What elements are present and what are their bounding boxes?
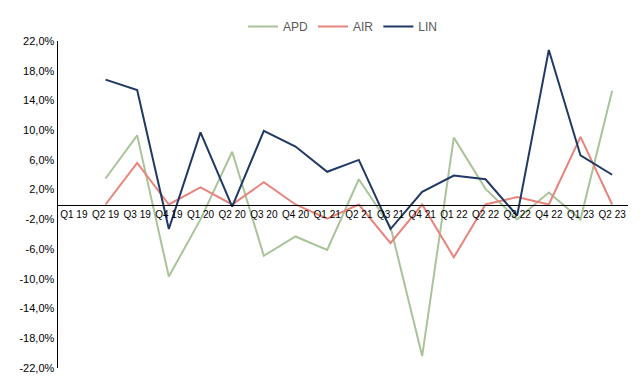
svg-text:Q3 20: Q3 20: [250, 209, 278, 220]
svg-text:Q4 20: Q4 20: [282, 209, 310, 220]
svg-text:Q3 19: Q3 19: [124, 209, 152, 220]
svg-text:-10,0%: -10,0%: [19, 273, 54, 285]
svg-text:6,0%: 6,0%: [29, 154, 54, 166]
svg-text:Q2 23: Q2 23: [599, 209, 627, 220]
svg-text:AIR: AIR: [353, 20, 373, 34]
svg-text:Q2 21: Q2 21: [345, 209, 373, 220]
svg-text:Q4 19: Q4 19: [155, 209, 183, 220]
svg-text:Q4 22: Q4 22: [535, 209, 563, 220]
svg-text:22,0%: 22,0%: [23, 35, 54, 47]
svg-text:2,0%: 2,0%: [29, 183, 54, 195]
svg-text:Q1 21: Q1 21: [314, 209, 342, 220]
svg-text:LIN: LIN: [418, 20, 437, 34]
svg-text:-14,0%: -14,0%: [19, 302, 54, 314]
svg-text:Q2 20: Q2 20: [219, 209, 247, 220]
svg-text:-18,0%: -18,0%: [19, 332, 54, 344]
svg-text:APD: APD: [283, 20, 308, 34]
svg-text:Q4 21: Q4 21: [409, 209, 437, 220]
svg-text:Q3 22: Q3 22: [504, 209, 532, 220]
svg-text:-6,0%: -6,0%: [26, 243, 55, 255]
svg-text:10,0%: 10,0%: [23, 124, 54, 136]
svg-text:Q2 19: Q2 19: [92, 209, 120, 220]
svg-text:Q1 22: Q1 22: [440, 209, 468, 220]
svg-text:Q3 21: Q3 21: [377, 209, 405, 220]
svg-text:-2,0%: -2,0%: [26, 213, 55, 225]
svg-text:Q1 20: Q1 20: [187, 209, 215, 220]
svg-text:Q1 23: Q1 23: [567, 209, 595, 220]
svg-text:-22,0%: -22,0%: [19, 362, 54, 374]
svg-text:Q1 19: Q1 19: [60, 209, 88, 220]
svg-text:Q2 22: Q2 22: [472, 209, 500, 220]
svg-text:18,0%: 18,0%: [23, 65, 54, 77]
svg-text:14,0%: 14,0%: [23, 94, 54, 106]
